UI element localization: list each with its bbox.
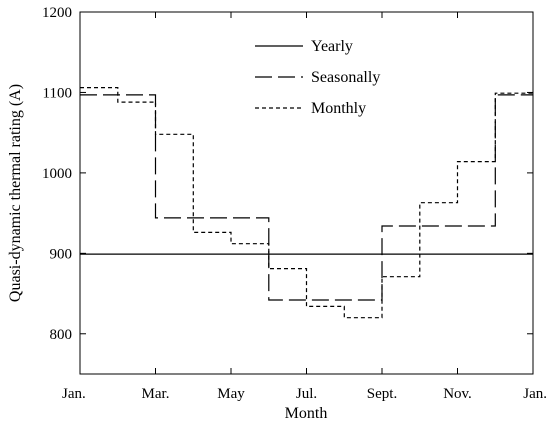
series-monthly-line — [80, 87, 533, 319]
legend: Yearly Seasonally Monthly — [255, 38, 380, 117]
legend-label-seasonally: Seasonally — [311, 69, 380, 86]
x-tick-label-2: May — [217, 386, 245, 402]
x-tick-label-0: Jan. — [62, 386, 86, 402]
y-tick-label-1: 900 — [50, 246, 73, 262]
x-tick-label-5: Nov. — [443, 386, 472, 402]
y-axis-label: Quasi-dynamic thermal rating (A) — [7, 84, 24, 302]
x-tick-label-3: Jul. — [296, 386, 317, 402]
y-ticks: 800 900 1000 1100 1200 — [42, 5, 533, 343]
y-tick-label-2: 1000 — [42, 166, 72, 182]
series-layer — [80, 87, 533, 319]
series-seasonally-line — [80, 94, 533, 301]
x-axis-label: Month — [285, 405, 328, 422]
plot-frame — [79, 11, 534, 375]
x-ticks: Jan. Mar. May Jul. Sept. Nov. Jan. — [62, 12, 547, 402]
legend-label-monthly: Monthly — [311, 100, 366, 117]
legend-label-yearly: Yearly — [311, 38, 353, 55]
x-tick-label-6: Jan. — [523, 386, 547, 402]
y-tick-label-3: 1100 — [43, 85, 72, 101]
x-tick-label-4: Sept. — [367, 386, 397, 402]
y-tick-label-0: 800 — [50, 327, 73, 343]
x-tick-label-1: Mar. — [142, 386, 170, 402]
y-tick-label-4: 1200 — [42, 5, 72, 21]
